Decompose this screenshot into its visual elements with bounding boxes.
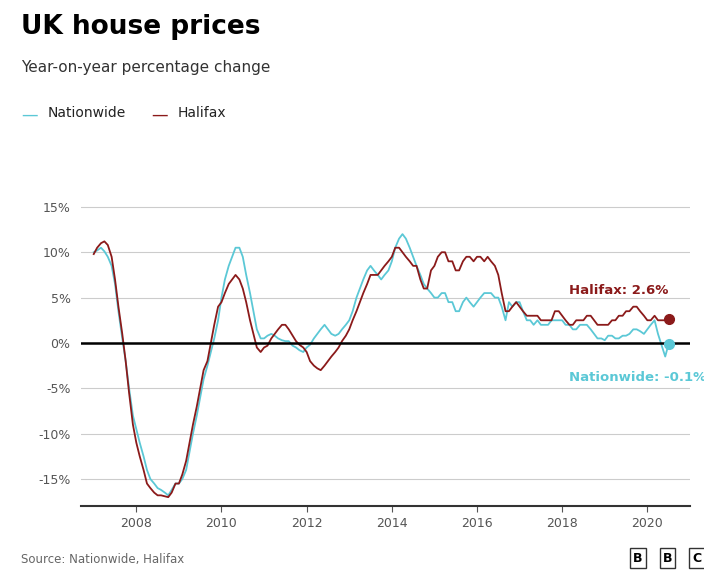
Text: —: — — [21, 106, 38, 124]
Text: Halifax: Halifax — [178, 106, 227, 120]
Text: Nationwide: Nationwide — [48, 106, 126, 120]
Text: B: B — [662, 551, 672, 565]
Text: B: B — [633, 551, 643, 565]
Text: —: — — [151, 106, 168, 124]
Text: C: C — [693, 551, 701, 565]
Text: Source: Nationwide, Halifax: Source: Nationwide, Halifax — [21, 553, 184, 566]
Text: Year-on-year percentage change: Year-on-year percentage change — [21, 60, 270, 75]
Text: Halifax: 2.6%: Halifax: 2.6% — [569, 284, 668, 297]
Text: Nationwide: -0.1%: Nationwide: -0.1% — [569, 371, 704, 384]
Text: UK house prices: UK house prices — [21, 14, 260, 40]
